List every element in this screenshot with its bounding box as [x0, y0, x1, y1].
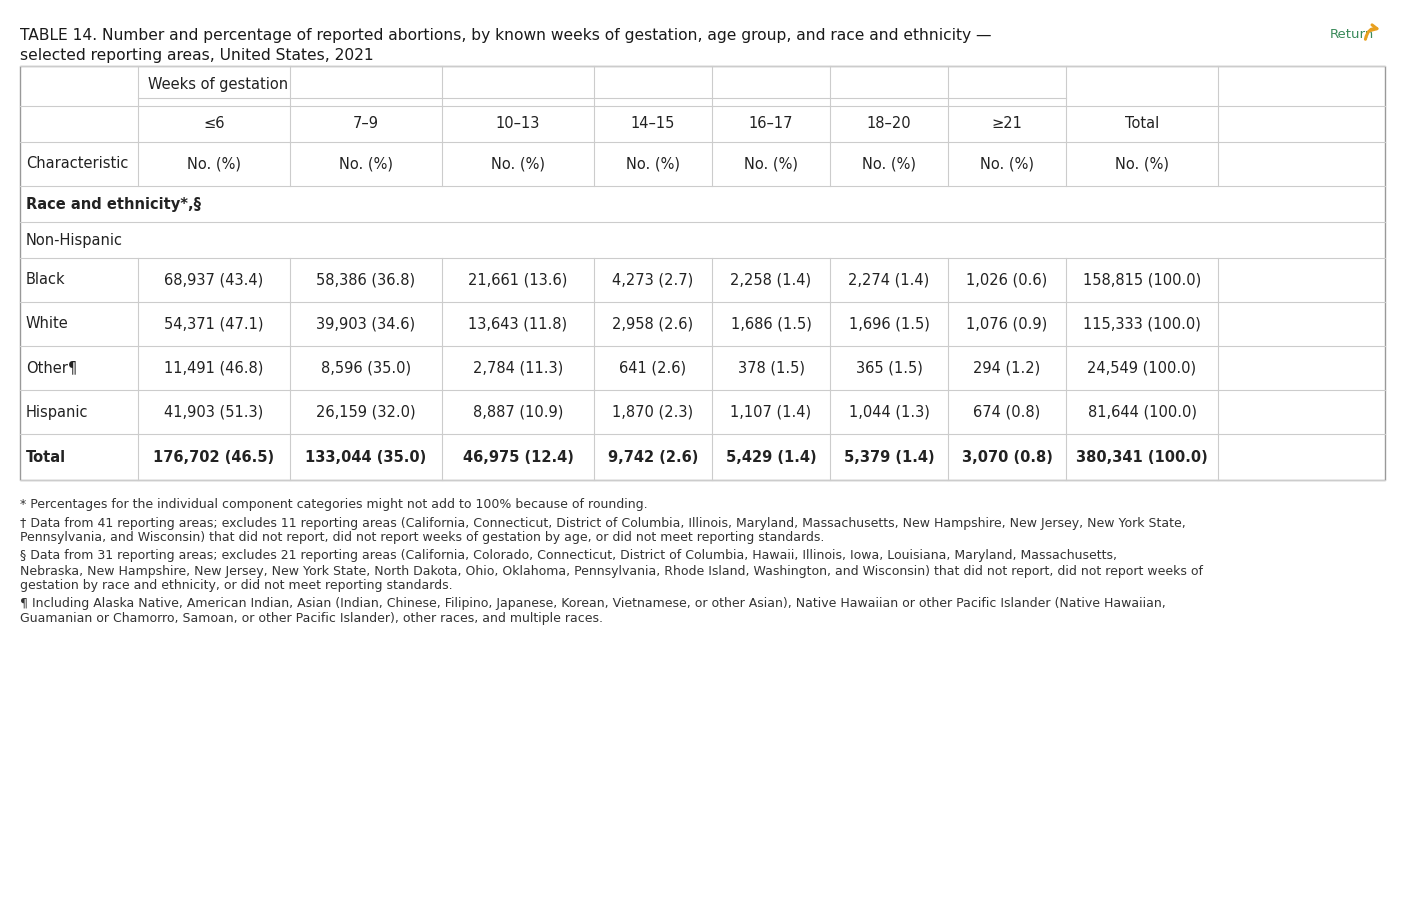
Text: White: White	[27, 316, 69, 332]
Text: TABLE 14. Number and percentage of reported abortions, by known weeks of gestati: TABLE 14. Number and percentage of repor…	[20, 28, 992, 43]
Text: Total: Total	[27, 449, 66, 465]
Text: Total: Total	[1125, 117, 1159, 131]
Text: 176,702 (46.5): 176,702 (46.5)	[153, 449, 274, 465]
Text: 3,070 (0.8): 3,070 (0.8)	[961, 449, 1052, 465]
Text: 26,159 (32.0): 26,159 (32.0)	[316, 404, 416, 419]
Text: 9,742 (2.6): 9,742 (2.6)	[608, 449, 698, 465]
Text: 2,258 (1.4): 2,258 (1.4)	[731, 273, 812, 287]
Text: 14–15: 14–15	[631, 117, 676, 131]
Text: 1,686 (1.5): 1,686 (1.5)	[731, 316, 812, 332]
Text: 39,903 (34.6): 39,903 (34.6)	[316, 316, 416, 332]
Bar	[20, 66, 1385, 480]
Text: No. (%): No. (%)	[627, 157, 680, 171]
Text: No. (%): No. (%)	[745, 157, 798, 171]
Text: 46,975 (12.4): 46,975 (12.4)	[462, 449, 573, 465]
Text: † Data from 41 reporting areas; excludes 11 reporting areas (California, Connect: † Data from 41 reporting areas; excludes…	[20, 516, 1186, 545]
Text: 16–17: 16–17	[749, 117, 794, 131]
Text: 8,887 (10.9): 8,887 (10.9)	[473, 404, 563, 419]
Text: 133,044 (35.0): 133,044 (35.0)	[305, 449, 427, 465]
Text: 2,274 (1.4): 2,274 (1.4)	[849, 273, 930, 287]
Text: Other¶: Other¶	[27, 361, 77, 375]
Text: 13,643 (11.8): 13,643 (11.8)	[468, 316, 568, 332]
Text: No. (%): No. (%)	[339, 157, 393, 171]
Text: Return: Return	[1331, 28, 1374, 41]
Text: No. (%): No. (%)	[490, 157, 545, 171]
Text: No. (%): No. (%)	[1116, 157, 1169, 171]
Text: No. (%): No. (%)	[981, 157, 1034, 171]
Text: Black: Black	[27, 273, 66, 287]
Text: 378 (1.5): 378 (1.5)	[738, 361, 805, 375]
Text: 11,491 (46.8): 11,491 (46.8)	[164, 361, 264, 375]
Text: 7–9: 7–9	[353, 117, 379, 131]
Text: ¶ Including Alaska Native, American Indian, Asian (Indian, Chinese, Filipino, Ja: ¶ Including Alaska Native, American Indi…	[20, 597, 1166, 625]
Text: § Data from 31 reporting areas; excludes 21 reporting areas (California, Colorad: § Data from 31 reporting areas; excludes…	[20, 550, 1203, 593]
Text: Non-Hispanic: Non-Hispanic	[27, 233, 124, 247]
Text: 365 (1.5): 365 (1.5)	[856, 361, 923, 375]
Text: selected reporting areas, United States, 2021: selected reporting areas, United States,…	[20, 48, 374, 63]
Text: 1,044 (1.3): 1,044 (1.3)	[849, 404, 930, 419]
Text: 24,549 (100.0): 24,549 (100.0)	[1087, 361, 1197, 375]
Text: 81,644 (100.0): 81,644 (100.0)	[1087, 404, 1197, 419]
Text: Hispanic: Hispanic	[27, 404, 89, 419]
Text: Race and ethnicity*,§: Race and ethnicity*,§	[27, 197, 201, 211]
Text: * Percentages for the individual component categories might not add to 100% beca: * Percentages for the individual compone…	[20, 498, 648, 511]
Text: 1,696 (1.5): 1,696 (1.5)	[849, 316, 930, 332]
Text: No. (%): No. (%)	[187, 157, 242, 171]
Text: 8,596 (35.0): 8,596 (35.0)	[320, 361, 412, 375]
Text: 115,333 (100.0): 115,333 (100.0)	[1083, 316, 1201, 332]
Text: 54,371 (47.1): 54,371 (47.1)	[164, 316, 264, 332]
Text: ≥21: ≥21	[992, 117, 1023, 131]
Text: 641 (2.6): 641 (2.6)	[620, 361, 687, 375]
Text: 674 (0.8): 674 (0.8)	[974, 404, 1041, 419]
Text: 21,661 (13.6): 21,661 (13.6)	[468, 273, 568, 287]
Text: 294 (1.2): 294 (1.2)	[974, 361, 1041, 375]
Text: 1,107 (1.4): 1,107 (1.4)	[731, 404, 812, 419]
Text: 5,429 (1.4): 5,429 (1.4)	[726, 449, 816, 465]
Text: 1,870 (2.3): 1,870 (2.3)	[613, 404, 694, 419]
Text: 380,341 (100.0): 380,341 (100.0)	[1076, 449, 1208, 465]
Text: 2,784 (11.3): 2,784 (11.3)	[473, 361, 563, 375]
Text: 18–20: 18–20	[867, 117, 912, 131]
Text: Weeks of gestation: Weeks of gestation	[148, 76, 288, 92]
Text: 41,903 (51.3): 41,903 (51.3)	[164, 404, 264, 419]
Text: 68,937 (43.4): 68,937 (43.4)	[164, 273, 264, 287]
Text: 10–13: 10–13	[496, 117, 540, 131]
Text: 5,379 (1.4): 5,379 (1.4)	[843, 449, 934, 465]
Text: 4,273 (2.7): 4,273 (2.7)	[613, 273, 694, 287]
Text: 1,026 (0.6): 1,026 (0.6)	[967, 273, 1048, 287]
Text: Characteristic: Characteristic	[27, 157, 128, 171]
Text: 158,815 (100.0): 158,815 (100.0)	[1083, 273, 1201, 287]
Text: 1,076 (0.9): 1,076 (0.9)	[967, 316, 1048, 332]
Text: 58,386 (36.8): 58,386 (36.8)	[316, 273, 416, 287]
Text: ≤6: ≤6	[204, 117, 225, 131]
Text: No. (%): No. (%)	[863, 157, 916, 171]
Text: 2,958 (2.6): 2,958 (2.6)	[613, 316, 694, 332]
